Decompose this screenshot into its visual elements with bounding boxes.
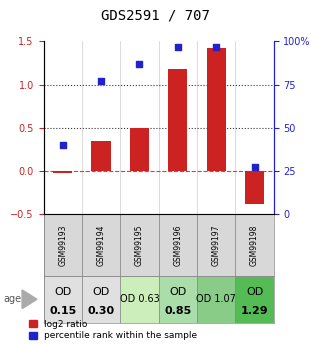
Text: 0.85: 0.85 (164, 306, 191, 316)
Bar (82, 276, 120, 323)
Text: OD 1.07: OD 1.07 (196, 294, 236, 304)
Text: GSM99195: GSM99195 (135, 224, 144, 266)
Point (99, 78, 104, 84)
Bar (44, 276, 82, 323)
Bar (53, 171, 72, 172)
Text: GSM99196: GSM99196 (173, 224, 182, 266)
Bar (245, 171, 264, 204)
Text: OD 0.63: OD 0.63 (119, 294, 159, 304)
Bar (120, 214, 159, 276)
Point (60, 142, 65, 148)
Text: GSM99194: GSM99194 (97, 224, 105, 266)
Text: GSM99193: GSM99193 (58, 224, 67, 266)
Bar (235, 214, 274, 276)
Bar (91, 141, 111, 171)
Bar (235, 276, 274, 323)
Bar (82, 214, 120, 276)
Point (214, 44, 219, 49)
Text: OD: OD (92, 287, 110, 297)
Text: age: age (3, 294, 21, 304)
Point (137, 61, 142, 67)
Text: OD: OD (169, 287, 186, 297)
Text: 1.29: 1.29 (241, 306, 268, 316)
Text: 0.30: 0.30 (87, 306, 115, 316)
Polygon shape (22, 290, 37, 308)
Bar (197, 214, 235, 276)
Text: GDS2591 / 707: GDS2591 / 707 (101, 8, 210, 22)
Bar (159, 214, 197, 276)
Bar (120, 276, 159, 323)
Point (175, 44, 180, 49)
Text: OD: OD (54, 287, 71, 297)
Text: GSM99197: GSM99197 (212, 224, 220, 266)
Bar (130, 128, 149, 171)
Legend: log2 ratio, percentile rank within the sample: log2 ratio, percentile rank within the s… (30, 320, 197, 341)
Point (252, 165, 257, 170)
Bar (44, 214, 82, 276)
Text: GSM99198: GSM99198 (250, 224, 259, 266)
Bar (159, 276, 197, 323)
Bar (168, 69, 187, 171)
Bar (207, 48, 226, 171)
Text: 0.15: 0.15 (49, 306, 76, 316)
Text: OD: OD (246, 287, 263, 297)
Bar (197, 276, 235, 323)
